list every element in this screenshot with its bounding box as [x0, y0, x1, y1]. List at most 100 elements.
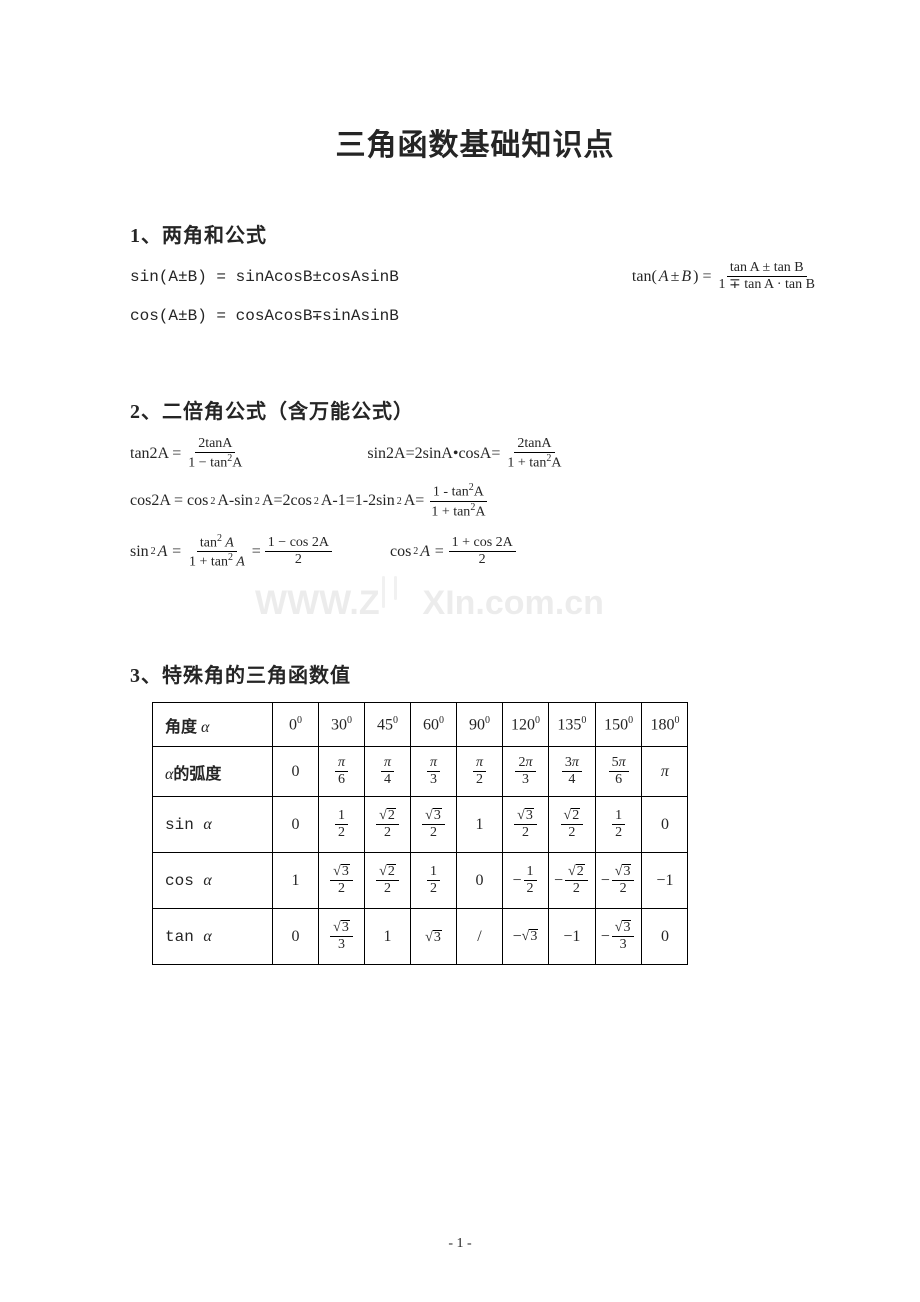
- table-cell: π3: [411, 747, 457, 797]
- tan-ab-text: tan( A ± B ) = tan A ± tan B 1 ∓ tan A ·…: [632, 260, 820, 293]
- table-row-cos: cos α 1√32√22120−12−√22−√32−1: [153, 853, 688, 909]
- sin2-f2-num: 1 − cos 2A: [265, 535, 332, 552]
- table-cell: √3: [411, 909, 457, 965]
- table-cell: 12: [319, 797, 365, 853]
- table-row-radians: α的弧度 0π6π4π3π22π33π45π6π: [153, 747, 688, 797]
- sin2-block: sin2 A = tan2 A 1 + tan2 A = 1 − cos 2A …: [130, 533, 334, 572]
- sin-ab-text: sin(A±B) = sinAcosB±cosAsinB: [130, 268, 399, 286]
- table-cell: 1800: [642, 703, 688, 747]
- table-cell: 1: [273, 853, 319, 909]
- table-cell: √32: [319, 853, 365, 909]
- tan-frac-den: 1 ∓ tan A · tan B: [715, 277, 818, 293]
- eq-cos2A: cos2A = cos2 A-sin2 A=2cos2 A-1=1-2sin2 …: [130, 482, 820, 521]
- table-cell: √32: [411, 797, 457, 853]
- table-cell: √22: [365, 853, 411, 909]
- table-cell: 12: [595, 797, 642, 853]
- table-cell: 450: [365, 703, 411, 747]
- table-cell: −√3: [503, 909, 549, 965]
- sin2A-block: sin2A=2sinA•cosA= 2tanA 1 + tan2A: [367, 436, 566, 472]
- table-cell: 0: [273, 747, 319, 797]
- table-cell: 0: [642, 909, 688, 965]
- section3-heading: 3、特殊角的三角函数值: [130, 659, 820, 688]
- tan2A-frac: 2tanA 1 − tan2A: [183, 436, 247, 472]
- eq-tan2A-sin2A: tan2A = 2tanA 1 − tan2A sin2A=2sinA•cosA…: [130, 436, 820, 472]
- cos2A-block: cos2A = cos2 A-sin2 A=2cos2 A-1=1-2sin2 …: [130, 482, 490, 521]
- table-cell: −√22: [549, 853, 596, 909]
- table-cell: 1: [365, 909, 411, 965]
- table-cell: √33: [319, 909, 365, 965]
- tan2A-num: 2tanA: [195, 436, 235, 453]
- cos2-block: cos2 A = 1 + cos 2A 2: [390, 535, 518, 568]
- sin2-f1-num: tan2 A: [197, 533, 237, 553]
- cos2A-den: 1 + tan2A: [428, 502, 488, 521]
- table-cell: /: [457, 909, 503, 965]
- table-cell: 12: [411, 853, 457, 909]
- section1-heading: 1、两角和公式: [130, 219, 820, 248]
- cos2A-num: 1 - tan2A: [430, 482, 487, 502]
- sin2-f2-den: 2: [292, 552, 305, 568]
- table-cell: 1500: [595, 703, 642, 747]
- sin2-f1-den: 1 + tan2 A: [186, 552, 248, 571]
- col-head-sin: sin α: [153, 797, 273, 853]
- col-head-angle: 角度 α: [153, 703, 273, 747]
- tan2A-den: 1 − tan2A: [185, 453, 245, 472]
- tan-frac-num: tan A ± tan B: [727, 260, 807, 277]
- page-title: 三角函数基础知识点: [130, 120, 820, 164]
- table-cell: 5π6: [595, 747, 642, 797]
- table-cell: π: [642, 747, 688, 797]
- table-cell: 1200: [503, 703, 549, 747]
- table-cell: 1: [457, 797, 503, 853]
- table-cell: 300: [319, 703, 365, 747]
- section2-heading: 2、二倍角公式（含万能公式）: [130, 395, 820, 424]
- sin2A-lhs: sin2A=2sinA•cosA=: [367, 445, 500, 463]
- sin2A-num: 2tanA: [514, 436, 554, 453]
- table-cell: −√33: [595, 909, 642, 965]
- table-cell: 0: [457, 853, 503, 909]
- eq-sin2-cos2: sin2 A = tan2 A 1 + tan2 A = 1 − cos 2A …: [130, 533, 820, 572]
- table-row-sin: sin α 012√22√321√32√22120: [153, 797, 688, 853]
- sin2A-frac: 2tanA 1 + tan2A: [502, 436, 566, 472]
- tan-A: A: [659, 268, 669, 286]
- tan-eq: ) =: [693, 268, 711, 286]
- special-angles-table: 角度 α 003004506009001200135015001800 α的弧度…: [152, 702, 688, 965]
- table-cell: −1: [642, 853, 688, 909]
- tan-B: B: [681, 268, 691, 286]
- sin2-frac2: 1 − cos 2A 2: [263, 535, 334, 568]
- cos2-den: 2: [476, 552, 489, 568]
- table-cell: 3π4: [549, 747, 596, 797]
- eq-sin-sum: sin(A±B) = sinAcosB±cosAsinB tan( A ± B …: [130, 260, 820, 293]
- table-cell: √22: [549, 797, 596, 853]
- table-cell: 600: [411, 703, 457, 747]
- cos-ab-text: cos(A±B) = cosAcosB∓sinAsinB: [130, 305, 399, 325]
- sin2A-den: 1 + tan2A: [504, 453, 564, 472]
- table-row-tan: tan α 0√331√3/−√3−1−√330: [153, 909, 688, 965]
- tan2A-block: tan2A = 2tanA 1 − tan2A: [130, 436, 247, 472]
- col-head-rad: α的弧度: [153, 747, 273, 797]
- table-cell: −√32: [595, 853, 642, 909]
- col-head-tan: tan α: [153, 909, 273, 965]
- table-cell: 0: [273, 909, 319, 965]
- table-row-degrees: 角度 α 003004506009001200135015001800: [153, 703, 688, 747]
- table-cell: 0: [273, 797, 319, 853]
- table-cell: π4: [365, 747, 411, 797]
- cos2-frac: 1 + cos 2A 2: [447, 535, 518, 568]
- table-cell: π6: [319, 747, 365, 797]
- table-cell: 1350: [549, 703, 596, 747]
- page-number: - 1 -: [448, 1236, 471, 1252]
- table-cell: −12: [503, 853, 549, 909]
- col-head-cos: cos α: [153, 853, 273, 909]
- eq-cos-sum: cos(A±B) = cosAcosB∓sinAsinB: [130, 305, 820, 325]
- sin2-frac1: tan2 A 1 + tan2 A: [184, 533, 250, 572]
- tan-pm: ±: [671, 268, 680, 286]
- sin2-eq: =: [252, 543, 261, 561]
- cos2A-frac: 1 - tan2A 1 + tan2A: [426, 482, 490, 521]
- table-cell: −1: [549, 909, 596, 965]
- tan-lhs-open: tan(: [632, 268, 657, 286]
- table-cell: √32: [503, 797, 549, 853]
- table-cell: 2π3: [503, 747, 549, 797]
- table-cell: 900: [457, 703, 503, 747]
- table-cell: 00: [273, 703, 319, 747]
- tan2A-lhs: tan2A =: [130, 445, 181, 463]
- table-cell: √22: [365, 797, 411, 853]
- tan-ab-frac: tan A ± tan B 1 ∓ tan A · tan B: [713, 260, 820, 293]
